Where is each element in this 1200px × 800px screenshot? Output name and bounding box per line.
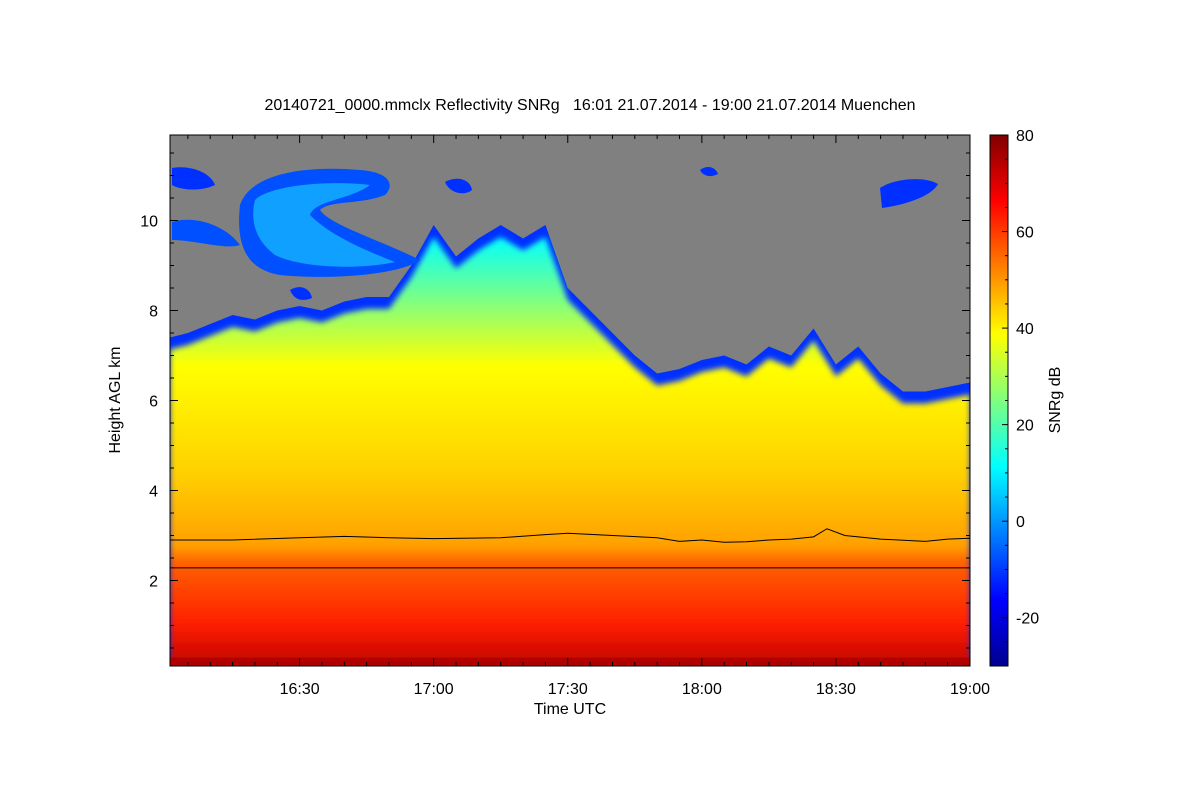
colorbar: -20 0 20 40 60 80 SNRg dB [989, 128, 1064, 667]
colorbar-tick-label: 0 [1016, 514, 1025, 531]
x-tick-label: 19:00 [950, 681, 990, 698]
colorbar-ticks: -20 0 20 40 60 80 [1002, 128, 1039, 643]
chart-title: 20140721_0000.mmclx Reflectivity SNRg 16… [264, 97, 916, 114]
y-axis-label: Height AGL km [107, 346, 124, 453]
x-tick-label: 17:30 [548, 681, 588, 698]
y-tick-label: 2 [149, 574, 158, 591]
x-tick-label: 16:30 [280, 681, 320, 698]
x-tick-label: 17:00 [414, 681, 454, 698]
melting-layer-line [170, 528, 970, 543]
plot-area [170, 135, 970, 666]
colorbar-tick-label: 20 [1016, 418, 1034, 435]
colorbar-tick-label: 40 [1016, 321, 1034, 338]
upper-cloud-patches [172, 167, 938, 300]
cloud-body [170, 237, 970, 666]
colorbar-label: SNRg dB [1047, 367, 1064, 434]
x-tick-label: 18:00 [682, 681, 722, 698]
y-tick-label: 8 [149, 304, 158, 321]
colorbar-tick-label: -20 [1016, 611, 1039, 628]
x-axis: 16:30 17:00 17:30 18:00 18:30 19:00 [187, 135, 990, 698]
y-tick-label: 4 [149, 484, 158, 501]
x-axis-label: Time UTC [534, 701, 606, 718]
y-tick-label: 10 [140, 214, 158, 231]
y-tick-label: 6 [149, 394, 158, 411]
colorbar-tick-label: 60 [1016, 225, 1034, 242]
colorbar-tick-label: 80 [1016, 128, 1034, 145]
x-tick-label: 18:30 [816, 681, 856, 698]
y-axis: 2 4 6 8 10 [140, 152, 970, 649]
surface-band [170, 658, 970, 666]
